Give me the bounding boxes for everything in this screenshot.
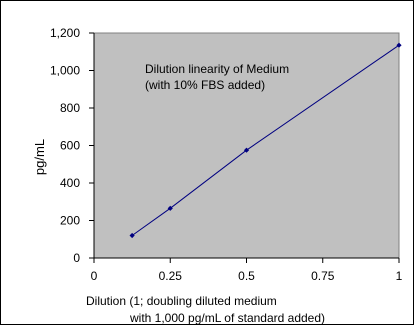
x-axis-title-line-1: Dilution (1; doubling diluted medium [86,294,277,308]
data-point [129,232,135,239]
series-line [131,44,400,236]
y-axis-title: pg/mL [32,139,47,175]
y-tick-label: 200 [60,214,80,228]
y-tick-label: 800 [60,101,80,115]
x-tick-label: 0.25 [159,269,183,283]
x-tick-label: 1 [396,269,403,283]
y-axis: 0 200 400 600 800 1,000 1,200 [50,26,95,265]
x-tick-label: 0.5 [238,269,255,283]
x-axis-title-line-2: with 1,000 pg/mL of standard added) [129,311,325,325]
data-point [167,205,173,211]
data-point [243,147,250,153]
x-tick-label: 0 [91,269,98,283]
annotation-line-2: (with 10% FBS added) [145,78,265,92]
y-tick-label: 400 [60,176,80,190]
y-tick-label: 0 [73,251,80,265]
data-point [396,42,402,48]
x-tick-label: 0.75 [311,269,335,283]
y-tick-label: 1,000 [50,64,80,78]
y-tick-label: 1,200 [50,26,80,40]
annotation-line-1: Dilution linearity of Medium [145,62,289,76]
x-axis: 0 0.25 0.5 0.75 1 [91,257,403,283]
plot-area [93,32,400,259]
y-tick-label: 600 [60,139,80,153]
series-layer [129,42,402,239]
